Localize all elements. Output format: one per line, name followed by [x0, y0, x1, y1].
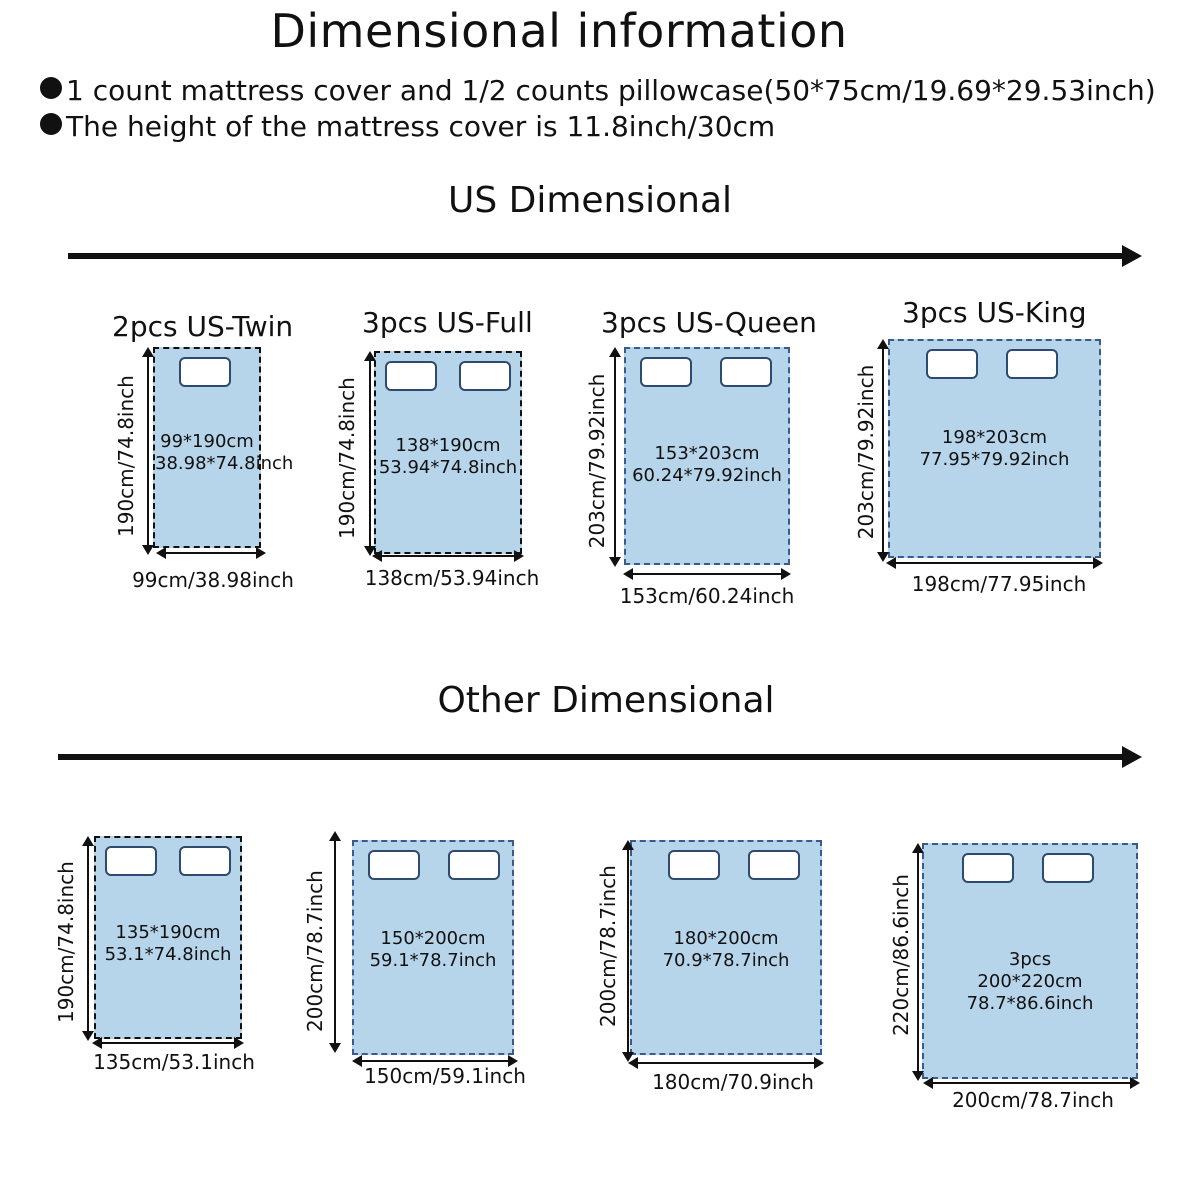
- us-king-title: 3pcs US-King: [902, 296, 1087, 329]
- other-200-size-label: 3pcs 200*220cm 78.7*86.6inch: [966, 949, 1094, 1014]
- us-queen-width-arrow: [623, 568, 791, 580]
- pillow-icon: [448, 850, 500, 880]
- pillow-icon: [105, 846, 157, 876]
- pillow-icon: [926, 349, 978, 379]
- us-king-width-label: 198cm/77.95inch: [911, 572, 1087, 596]
- note-text: 1 count mattress cover and 1/2 counts pi…: [66, 74, 1156, 107]
- us-full-width-label: 138cm/53.94inch: [364, 566, 540, 590]
- other-180-width-arrow: [628, 1057, 824, 1069]
- other-150-size-label: 150*200cm 59.1*78.7inch: [369, 928, 497, 971]
- pillow-icon: [179, 846, 231, 876]
- us-king-mattress: 198*203cm 77.95*79.92inch: [888, 339, 1101, 558]
- other-section-arrow: [58, 754, 1124, 760]
- other-200-width-label: 200cm/78.7inch: [952, 1088, 1114, 1112]
- other-135-height-label: 190cm/74.8inch: [54, 861, 78, 1023]
- page-title: Dimensional information: [270, 4, 848, 58]
- note-item: The height of the mattress cover is 11.8…: [40, 110, 775, 143]
- us-twin-title: 2pcs US-Twin: [112, 310, 294, 343]
- other-180-height-label: 200cm/78.7inch: [596, 865, 620, 1027]
- us-queen-title: 3pcs US-Queen: [601, 306, 817, 339]
- us-twin-size-label: 99*190cm 38.98*74.8inch: [155, 431, 294, 474]
- pillow-icon: [1006, 349, 1058, 379]
- other-180-height-arrow: [622, 840, 634, 1062]
- us-queen-width-label: 153cm/60.24inch: [619, 584, 795, 608]
- us-twin-height-label: 190cm/74.8inch: [114, 375, 138, 537]
- other-150-height-arrow: [329, 831, 341, 1053]
- other-135-height-arrow: [82, 836, 94, 1041]
- pillow-icon: [668, 850, 720, 880]
- us-twin-width-arrow: [156, 547, 266, 559]
- us-full-height-arrow: [364, 351, 376, 556]
- us-king-size-label: 198*203cm 77.95*79.92inch: [919, 427, 1070, 470]
- us-twin-width-label: 99cm/38.98inch: [132, 568, 294, 592]
- pillow-icon: [1042, 853, 1094, 883]
- note-item: 1 count mattress cover and 1/2 counts pi…: [40, 74, 1156, 107]
- us-queen-height-label: 203cm/79.92inch: [585, 373, 609, 549]
- other-135-mattress: 135*190cm 53.1*74.8inch: [94, 836, 242, 1039]
- arrow-right-icon: [1122, 245, 1142, 267]
- us-section-arrow: [68, 253, 1124, 259]
- other-135-size-label: 135*190cm 53.1*74.8inch: [104, 922, 232, 965]
- other-150-height-label: 200cm/78.7inch: [303, 870, 327, 1032]
- us-queen-height-arrow: [609, 347, 621, 567]
- us-twin-height-arrow: [142, 347, 154, 555]
- pillow-icon: [962, 853, 1014, 883]
- other-135-width-arrow: [92, 1037, 244, 1049]
- pillow-icon: [385, 361, 437, 391]
- us-full-mattress: 138*190cm 53.94*74.8inch: [374, 351, 522, 554]
- us-full-size-label: 138*190cm 53.94*74.8inch: [378, 435, 518, 478]
- us-full-width-arrow: [372, 550, 524, 562]
- other-200-width-arrow: [923, 1077, 1140, 1089]
- us-king-width-arrow: [886, 557, 1103, 569]
- pillow-icon: [459, 361, 511, 391]
- us-twin-mattress: 99*190cm 38.98*74.8inch: [153, 347, 294, 548]
- other-section-title: Other Dimensional: [437, 680, 775, 721]
- other-180-mattress: 180*200cm 70.9*78.7inch: [630, 840, 822, 1055]
- pillow-icon: [368, 850, 420, 880]
- bullet-icon: [40, 77, 62, 99]
- bullet-icon: [40, 113, 62, 135]
- other-200-height-arrow: [912, 843, 924, 1081]
- other-135-width-label: 135cm/53.1inch: [93, 1050, 255, 1074]
- us-king-height-label: 203cm/79.92inch: [854, 364, 878, 540]
- us-queen-size-label: 153*203cm 60.24*79.92inch: [632, 443, 782, 486]
- note-text: The height of the mattress cover is 11.8…: [66, 110, 776, 143]
- us-full-height-label: 190cm/74.8inch: [335, 377, 359, 539]
- other-150-mattress: 150*200cm 59.1*78.7inch: [352, 840, 514, 1055]
- other-200-height-label: 220cm/86.6inch: [889, 874, 913, 1036]
- other-180-size-label: 180*200cm 70.9*78.7inch: [662, 928, 790, 971]
- pillow-icon: [179, 357, 231, 387]
- other-150-width-arrow: [352, 1055, 518, 1067]
- other-150-width-label: 150cm/59.1inch: [364, 1064, 526, 1088]
- arrow-right-icon: [1122, 746, 1142, 768]
- pillow-icon: [640, 357, 692, 387]
- pillow-icon: [720, 357, 772, 387]
- other-180-width-label: 180cm/70.9inch: [652, 1070, 814, 1094]
- us-king-height-arrow: [877, 339, 889, 562]
- us-full-title: 3pcs US-Full: [362, 306, 533, 339]
- us-section-title: US Dimensional: [447, 180, 733, 221]
- pillow-icon: [748, 850, 800, 880]
- us-queen-mattress: 153*203cm 60.24*79.92inch: [624, 347, 790, 565]
- other-200-mattress: 3pcs 200*220cm 78.7*86.6inch: [922, 843, 1138, 1079]
